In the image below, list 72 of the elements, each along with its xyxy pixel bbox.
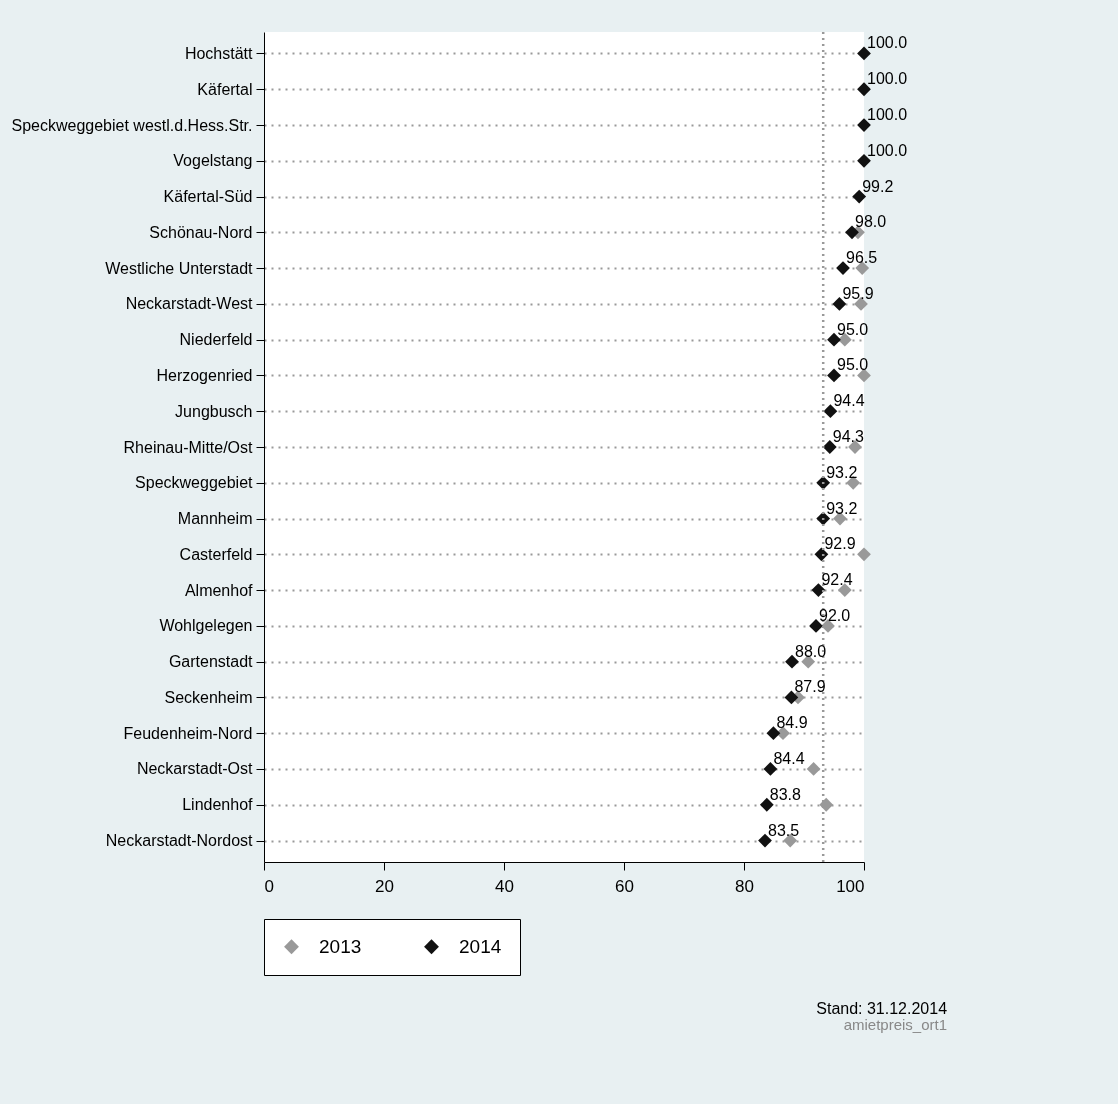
point (857, 547, 871, 562)
legend-label: 2013 (319, 935, 362, 957)
y-tick-label: Speckweggebiet westl.d.Hess.Str. (11, 116, 253, 134)
data-label: 96.5 (846, 249, 878, 267)
data-label: 99.2 (862, 177, 894, 195)
point (823, 404, 838, 419)
data-label: 95.9 (842, 284, 874, 302)
data-label: 100.0 (867, 70, 908, 88)
y-tick-label: Neckarstadt-West (125, 295, 254, 313)
data-label: 83.5 (768, 821, 800, 839)
point (827, 368, 841, 383)
point (784, 690, 799, 705)
y-tick-label: Speckweggebiet (135, 474, 254, 492)
x-tick-label: 60 (615, 876, 634, 896)
y-tick-label: Westliche Unterstadt (105, 259, 254, 277)
legend-label: 2014 (459, 935, 502, 957)
y-tick-label: Gartenstadt (168, 653, 254, 671)
data-label: 94.4 (833, 392, 865, 410)
y-tick-label: Wohlgelegen (159, 617, 253, 635)
point (811, 583, 826, 597)
data-label: 94.3 (832, 428, 865, 445)
point (832, 297, 847, 311)
data-label: 95.0 (837, 356, 869, 374)
point (806, 762, 821, 776)
y-tick-label: Rheinau-Mitte/Ost (123, 438, 254, 456)
data-label: 95.0 (837, 320, 869, 338)
data-label: 98.0 (855, 213, 887, 231)
y-tick-label: Lindenhof (182, 796, 254, 814)
y-tick-label: Casterfeld (179, 545, 253, 563)
point (857, 46, 871, 61)
y-tick-label: Herzogenried (156, 366, 253, 384)
y-tick-label: Neckarstadt-Ost (136, 760, 254, 778)
point (822, 440, 837, 454)
data-label: 87.9 (794, 678, 826, 696)
point (819, 797, 834, 812)
y-tick-label: Käfertal (197, 80, 253, 98)
data-label: 88.0 (795, 642, 827, 660)
y-tick-label: Schönau-Nord (149, 223, 253, 241)
data-label: 100.0 (867, 34, 908, 52)
y-tick-label: Mannheim (177, 510, 253, 528)
y-tick-label: Hochstätt (184, 44, 254, 62)
point (763, 762, 778, 776)
point (766, 726, 781, 741)
data-label: 92.0 (819, 606, 851, 624)
data-label: 84.4 (773, 749, 805, 767)
y-tick-label: Seckenheim (164, 688, 253, 706)
x-tick-label: 40 (495, 876, 514, 896)
y-tick-label: Almenhof (184, 581, 254, 599)
x-tick-label: 20 (375, 876, 394, 896)
point (814, 547, 829, 562)
x-tick-label: 100 (836, 876, 865, 896)
data-label: 93.2 (826, 463, 858, 481)
data-label: 84.9 (776, 714, 808, 732)
y-tick-label: Niederfeld (179, 331, 253, 349)
x-tick-label: 80 (735, 876, 754, 896)
text: Stand: 31.12.2014 (816, 999, 948, 1017)
data-label: 92.4 (821, 571, 853, 589)
data-label: 83.8 (769, 785, 802, 803)
y-tick-label: Jungbusch (175, 402, 253, 420)
y-tick-label: Käfertal-Süd (163, 188, 253, 206)
point (845, 225, 859, 240)
text: amietpreis_ort1 (843, 1015, 948, 1033)
data-label: 100.0 (867, 141, 908, 159)
point (857, 82, 871, 97)
x-tick-label: 0 (264, 876, 274, 896)
y-tick-label: Neckarstadt-Nordost (105, 832, 254, 850)
data-label: 92.9 (824, 535, 856, 553)
y-tick-label: Vogelstang (173, 152, 253, 170)
data-label: 93.2 (826, 499, 858, 517)
data-label: 100.0 (867, 106, 908, 124)
point (836, 261, 850, 276)
y-tick-label: Feudenheim-Nord (123, 724, 253, 742)
